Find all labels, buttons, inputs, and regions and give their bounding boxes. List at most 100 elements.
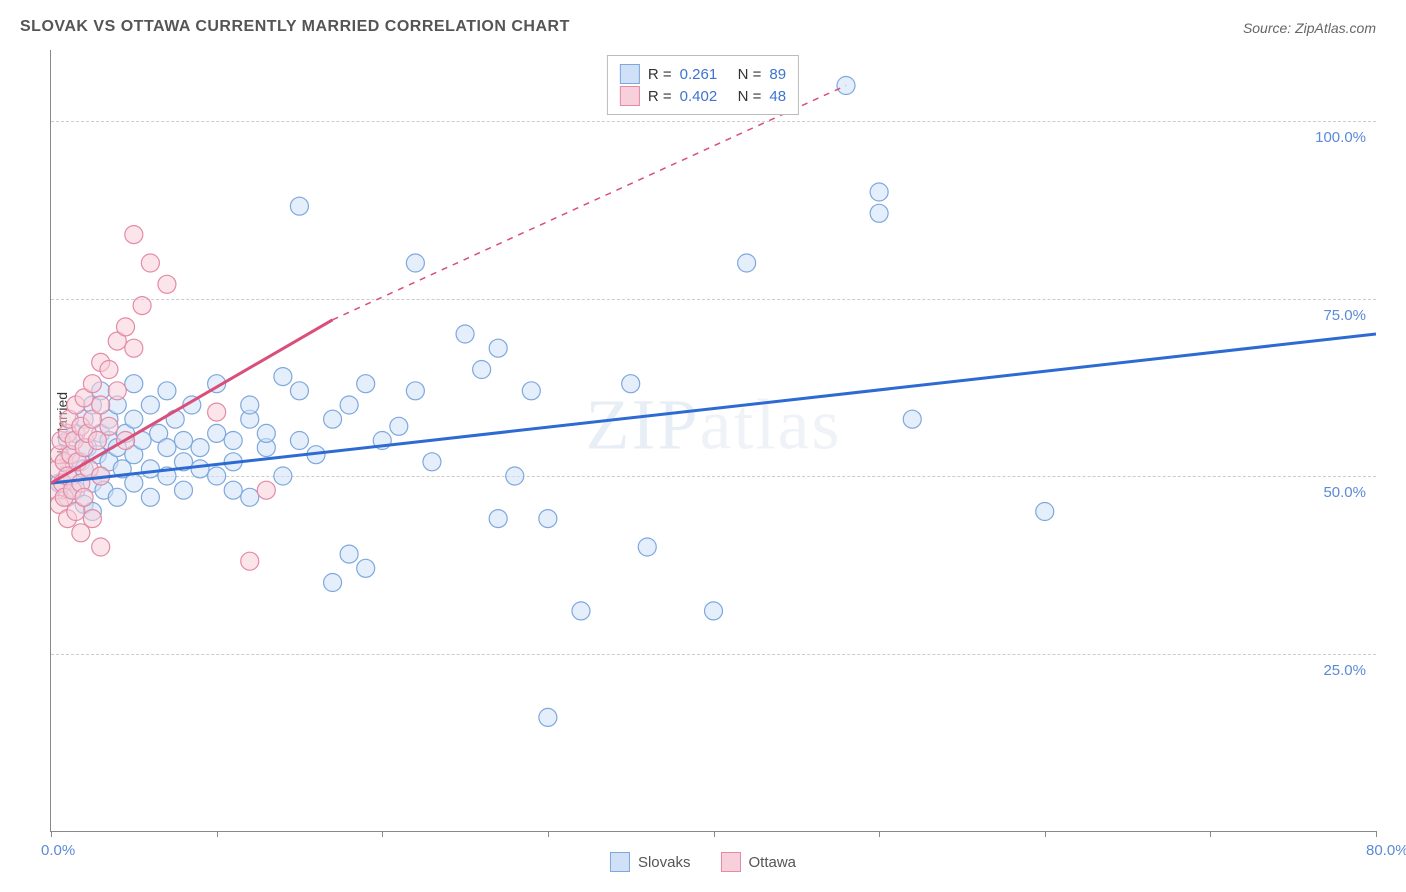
chart-title: SLOVAK VS OTTAWA CURRENTLY MARRIED CORRE… — [20, 18, 570, 36]
x-tick — [879, 831, 880, 837]
x-tick — [51, 831, 52, 837]
data-point — [100, 361, 118, 379]
data-point — [125, 474, 143, 492]
data-point — [638, 538, 656, 556]
x-tick — [382, 831, 383, 837]
r-value: 0.261 — [680, 66, 730, 83]
data-point — [539, 510, 557, 528]
data-point — [324, 574, 342, 592]
data-point — [208, 424, 226, 442]
data-point — [208, 467, 226, 485]
data-point — [572, 602, 590, 620]
series-legend: Slovaks Ottawa — [610, 852, 796, 872]
data-point — [738, 254, 756, 272]
data-point — [257, 424, 275, 442]
legend-item: Slovaks — [610, 852, 691, 872]
data-point — [357, 375, 375, 393]
data-point — [125, 410, 143, 428]
data-point — [83, 510, 101, 528]
x-tick — [217, 831, 218, 837]
x-tick-label: 0.0% — [41, 842, 75, 859]
data-point — [539, 708, 557, 726]
data-point — [133, 297, 151, 315]
data-point — [241, 396, 259, 414]
x-tick — [1045, 831, 1046, 837]
scatter-plot-svg — [51, 50, 1376, 831]
data-point — [290, 197, 308, 215]
data-point — [125, 226, 143, 244]
data-point — [1036, 503, 1054, 521]
x-tick-label: 80.0% — [1366, 842, 1406, 859]
data-point — [390, 417, 408, 435]
data-point — [506, 467, 524, 485]
data-point — [175, 432, 193, 450]
data-point — [324, 410, 342, 428]
trend-line-dashed — [333, 86, 846, 320]
legend-row: R = 0.261 N = 89 — [620, 64, 786, 84]
data-point — [340, 545, 358, 563]
data-point — [423, 453, 441, 471]
data-point — [622, 375, 640, 393]
data-point — [406, 382, 424, 400]
data-point — [75, 488, 93, 506]
data-point — [224, 481, 242, 499]
data-point — [340, 396, 358, 414]
n-label: N = — [738, 88, 762, 105]
data-point — [241, 552, 259, 570]
data-point — [125, 339, 143, 357]
x-tick — [1210, 831, 1211, 837]
data-point — [141, 460, 159, 478]
data-point — [191, 460, 209, 478]
n-value: 89 — [769, 66, 786, 83]
r-label: R = — [648, 88, 672, 105]
data-point — [92, 396, 110, 414]
chart-area: ZIPatlas 25.0%50.0%75.0%100.0%0.0%80.0% — [50, 50, 1376, 832]
data-point — [117, 318, 135, 336]
data-point — [141, 488, 159, 506]
data-point — [108, 488, 126, 506]
legend-label: Slovaks — [638, 854, 691, 871]
x-tick — [714, 831, 715, 837]
data-point — [158, 382, 176, 400]
data-point — [290, 382, 308, 400]
legend-swatch — [610, 852, 630, 872]
legend-item: Ottawa — [721, 852, 797, 872]
r-label: R = — [648, 66, 672, 83]
r-value: 0.402 — [680, 88, 730, 105]
data-point — [108, 382, 126, 400]
data-point — [141, 396, 159, 414]
legend-row: R = 0.402 N = 48 — [620, 86, 786, 106]
source-label: Source: ZipAtlas.com — [1243, 20, 1376, 36]
legend-swatch — [620, 64, 640, 84]
data-point — [100, 417, 118, 435]
data-point — [274, 368, 292, 386]
data-point — [191, 439, 209, 457]
data-point — [870, 183, 888, 201]
data-point — [290, 432, 308, 450]
data-point — [870, 204, 888, 222]
data-point — [208, 403, 226, 421]
n-label: N = — [738, 66, 762, 83]
data-point — [489, 339, 507, 357]
legend-swatch — [721, 852, 741, 872]
x-tick — [1376, 831, 1377, 837]
data-point — [175, 481, 193, 499]
data-point — [705, 602, 723, 620]
data-point — [166, 410, 184, 428]
data-point — [141, 254, 159, 272]
data-point — [473, 361, 491, 379]
data-point — [158, 275, 176, 293]
data-point — [224, 432, 242, 450]
data-point — [241, 488, 259, 506]
x-tick — [548, 831, 549, 837]
data-point — [456, 325, 474, 343]
n-value: 48 — [769, 88, 786, 105]
correlation-legend: R = 0.261 N = 89 R = 0.402 N = 48 — [607, 55, 799, 115]
data-point — [903, 410, 921, 428]
data-point — [158, 439, 176, 457]
legend-label: Ottawa — [749, 854, 797, 871]
data-point — [406, 254, 424, 272]
data-point — [522, 382, 540, 400]
data-point — [489, 510, 507, 528]
data-point — [357, 559, 375, 577]
